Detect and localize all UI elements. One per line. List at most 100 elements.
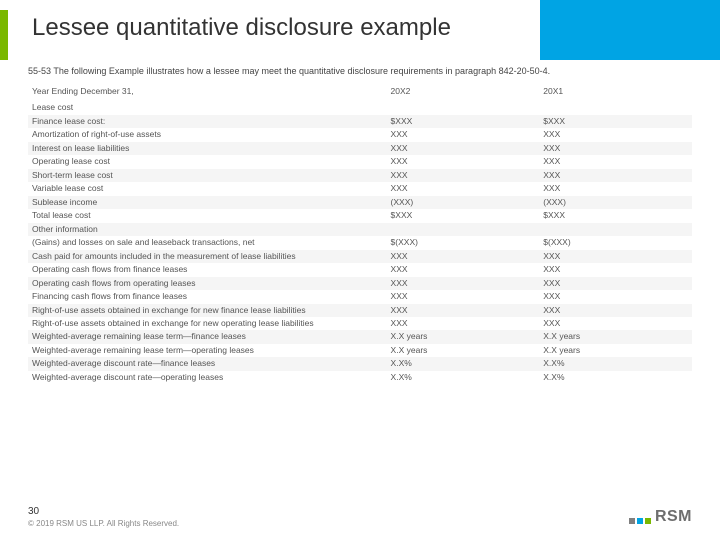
table-row: Operating lease costXXXXXX [28,155,692,168]
row-label: Short-term lease cost [28,169,387,182]
row-col2: X.X years [539,330,692,343]
row-col2: XXX [539,142,692,155]
row-col1 [387,223,540,236]
row-label: Cash paid for amounts included in the me… [28,250,387,263]
table-row: Operating cash flows from finance leases… [28,263,692,276]
table-row: Lease cost [28,101,692,114]
row-label: Right-of-use assets obtained in exchange… [28,304,387,317]
row-col1: XXX [387,317,540,330]
row-col2: XXX [539,169,692,182]
row-col1: X.X years [387,330,540,343]
table-row: Weighted-average discount rate—finance l… [28,357,692,370]
table-row: Operating cash flows from operating leas… [28,277,692,290]
table-row: Amortization of right-of-use assetsXXXXX… [28,128,692,141]
table-row: Variable lease costXXXXXX [28,182,692,195]
row-col1 [387,101,540,114]
intro-text: 55-53 The following Example illustrates … [28,66,692,76]
row-label: Variable lease cost [28,182,387,195]
row-col1: XXX [387,304,540,317]
row-col1: (XXX) [387,196,540,209]
header-label: Year Ending December 31, [28,82,387,101]
row-col1: XXX [387,155,540,168]
row-col1: XXX [387,277,540,290]
logo-text: RSM [655,508,692,526]
row-col1: $(XXX) [387,236,540,249]
content: 55-53 The following Example illustrates … [0,60,720,384]
row-col2: X.X% [539,371,692,384]
row-col2: (XXX) [539,196,692,209]
row-col2: X.X years [539,344,692,357]
table-row: Right-of-use assets obtained in exchange… [28,304,692,317]
row-col2: XXX [539,250,692,263]
row-col2: X.X% [539,357,692,370]
row-col2: XXX [539,182,692,195]
header-col2: 20X1 [539,82,692,101]
row-col1: $XXX [387,115,540,128]
disclosure-table: Year Ending December 31,20X220X1Lease co… [28,82,692,384]
table-row: Financing cash flows from finance leases… [28,290,692,303]
table-header-row: Year Ending December 31,20X220X1 [28,82,692,101]
page-number: 30 [28,506,179,517]
row-col2: XXX [539,155,692,168]
row-label: Weighted-average discount rate—operating… [28,371,387,384]
table-row: (Gains) and losses on sale and leaseback… [28,236,692,249]
row-label: Right-of-use assets obtained in exchange… [28,317,387,330]
row-col2: $(XXX) [539,236,692,249]
row-col2 [539,223,692,236]
logo-dots [629,518,651,524]
row-col1: XXX [387,290,540,303]
row-col2: XXX [539,290,692,303]
row-col1: XXX [387,169,540,182]
row-col2: XXX [539,263,692,276]
table-row: Total lease cost$XXX$XXX [28,209,692,222]
row-col1: $XXX [387,209,540,222]
table-row: Finance lease cost:$XXX$XXX [28,115,692,128]
row-label: (Gains) and losses on sale and leaseback… [28,236,387,249]
row-label: Other information [28,223,387,236]
row-col2: $XXX [539,115,692,128]
row-col2: XXX [539,304,692,317]
table-row: Sublease income(XXX)(XXX) [28,196,692,209]
row-col1: X.X% [387,357,540,370]
copyright: © 2019 RSM US LLP. All Rights Reserved. [28,519,179,528]
row-col2: XXX [539,277,692,290]
row-col1: X.X% [387,371,540,384]
row-col2: $XXX [539,209,692,222]
row-col1: X.X years [387,344,540,357]
table-row: Right-of-use assets obtained in exchange… [28,317,692,330]
row-label: Weighted-average remaining lease term—fi… [28,330,387,343]
row-label: Interest on lease liabilities [28,142,387,155]
logo-dot-grey [629,518,635,524]
row-col2: XXX [539,128,692,141]
row-label: Amortization of right-of-use assets [28,128,387,141]
logo-dot-blue [637,518,643,524]
table-row: Weighted-average remaining lease term—fi… [28,330,692,343]
accent-bar [0,10,8,60]
row-label: Operating cash flows from operating leas… [28,277,387,290]
footer: 30 © 2019 RSM US LLP. All Rights Reserve… [28,506,179,528]
row-label: Weighted-average discount rate—finance l… [28,357,387,370]
table-row: Cash paid for amounts included in the me… [28,250,692,263]
row-label: Lease cost [28,101,387,114]
table-row: Other information [28,223,692,236]
row-col1: XXX [387,263,540,276]
row-label: Total lease cost [28,209,387,222]
row-col1: XXX [387,250,540,263]
rsm-logo: RSM [629,508,692,526]
header-blue-band [540,0,720,60]
logo-dot-green [645,518,651,524]
row-label: Sublease income [28,196,387,209]
row-col1: XXX [387,142,540,155]
table-row: Interest on lease liabilitiesXXXXXX [28,142,692,155]
header-col1: 20X2 [387,82,540,101]
row-label: Weighted-average remaining lease term—op… [28,344,387,357]
row-label: Finance lease cost: [28,115,387,128]
row-label: Operating cash flows from finance leases [28,263,387,276]
table-row: Weighted-average remaining lease term—op… [28,344,692,357]
row-label: Operating lease cost [28,155,387,168]
table-row: Short-term lease costXXXXXX [28,169,692,182]
row-label: Financing cash flows from finance leases [28,290,387,303]
row-col1: XXX [387,128,540,141]
row-col2: XXX [539,317,692,330]
row-col1: XXX [387,182,540,195]
